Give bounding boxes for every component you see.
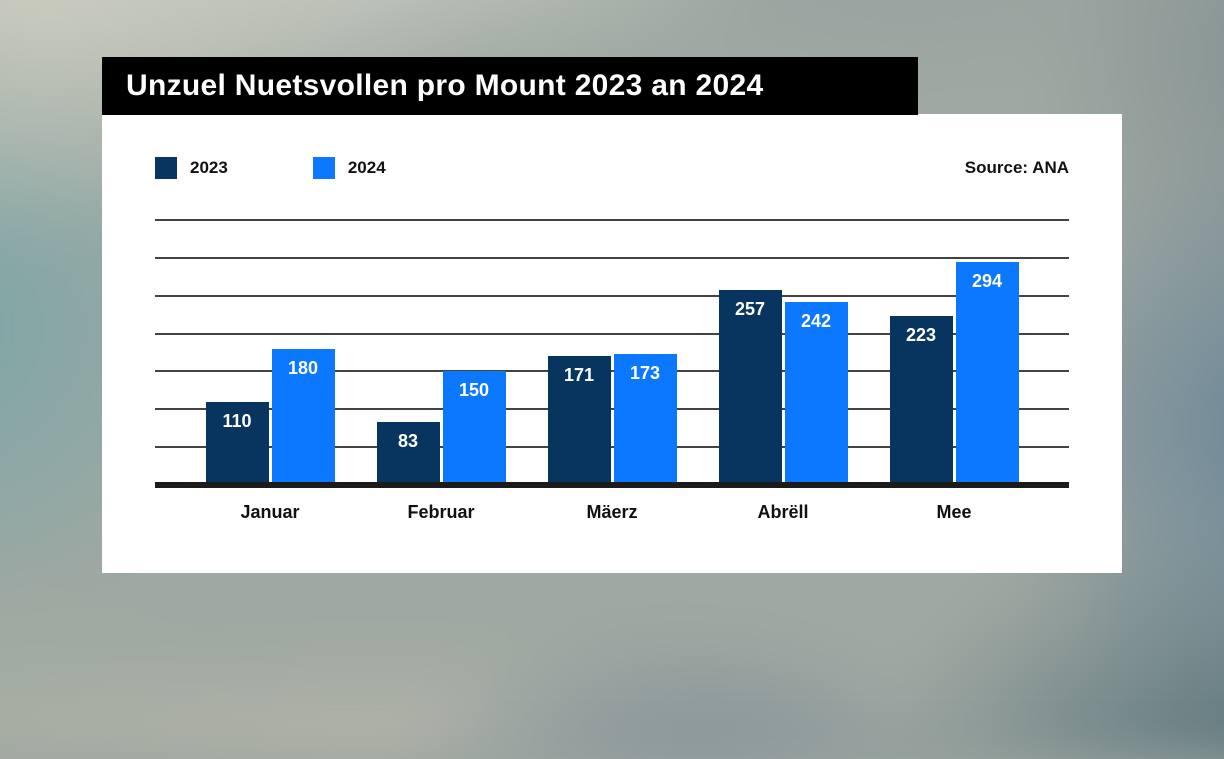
category-label-abrëll: Abrëll xyxy=(757,502,809,522)
category-label-mee: Mee xyxy=(936,502,972,522)
bar-group-januar: 110 180 Januar xyxy=(205,220,335,522)
legend: 2023 2024 Source: ANA xyxy=(155,156,1069,180)
source-label: Source: ANA xyxy=(964,158,1069,177)
gridline-300 xyxy=(155,256,1069,259)
bar-2024-januar: 180 xyxy=(271,348,335,485)
gridline-100 xyxy=(155,408,1069,411)
legend-swatch-2024 xyxy=(312,157,335,179)
bar-value-label-2023-januar: 110 xyxy=(222,410,252,431)
category-label-januar: Januar xyxy=(240,502,300,522)
bar-2024-abrëll: 242 xyxy=(784,301,848,485)
bar-value-label-2023-mäerz: 171 xyxy=(563,364,595,385)
legend-label-2024: 2024 xyxy=(347,158,386,177)
bar-group-februar: 83 150 Februar xyxy=(376,220,506,522)
x-axis-line xyxy=(155,482,1069,488)
category-label-februar: Februar xyxy=(407,502,475,522)
gridline-350 xyxy=(155,219,1069,221)
plot-area: 110 180 Januar 83 150 Februar 171 173 Mäerz 257 24… xyxy=(155,219,1069,522)
legend-item-2024: 2024 xyxy=(312,157,386,179)
bar-value-label-2024-mee: 294 xyxy=(971,271,1003,292)
bar-value-label-2023-mee: 223 xyxy=(905,325,937,346)
gridlines xyxy=(155,219,1069,485)
bar-group-mäerz: 171 173 Mäerz xyxy=(547,220,677,522)
gridline-250 xyxy=(155,294,1069,297)
legend-item-2023: 2023 xyxy=(155,157,228,179)
bar-value-label-2024-januar: 180 xyxy=(287,357,319,378)
bar-group-mee: 223 294 Mee xyxy=(889,220,1019,522)
legend-label-2023: 2023 xyxy=(190,158,228,177)
category-label-mäerz: Mäerz xyxy=(586,502,638,522)
chart-card: 2023 2024 Source: ANA 110 180 Januar 83 150 F… xyxy=(102,114,1122,573)
bar-2024-februar: 150 xyxy=(442,371,506,485)
bar-2024-mäerz: 173 xyxy=(613,354,677,485)
bar-value-label-2023-februar: 83 xyxy=(397,431,419,452)
gridline-200 xyxy=(155,332,1069,335)
chart-title-bar: Unzuel Nuetsvollen pro Mount 2023 an 202… xyxy=(102,57,918,115)
bar-value-label-2024-mäerz: 173 xyxy=(629,363,661,384)
bar-2023-mee: 223 xyxy=(889,316,953,485)
bar-value-label-2024-februar: 150 xyxy=(458,380,490,401)
gridline-50 xyxy=(155,446,1069,449)
bar-2024-mee: 294 xyxy=(955,262,1019,485)
bar-value-label-2024-abrëll: 242 xyxy=(800,310,832,331)
bar-group-abrëll: 257 242 Abrëll xyxy=(718,220,848,522)
bar-2023-februar: 83 xyxy=(376,422,440,485)
chart-title: Unzuel Nuetsvollen pro Mount 2023 an 202… xyxy=(126,69,764,102)
bars-container: 110 180 Januar 83 150 Februar 171 173 Mäerz 257 24… xyxy=(155,220,1069,522)
bar-value-label-2023-abrëll: 257 xyxy=(734,299,766,320)
bar-2023-abrëll: 257 xyxy=(718,290,782,485)
gridline-150 xyxy=(155,370,1069,373)
legend-swatch-2023 xyxy=(155,157,177,179)
bar-2023-januar: 110 xyxy=(205,401,269,485)
bar-2023-mäerz: 171 xyxy=(547,355,611,485)
